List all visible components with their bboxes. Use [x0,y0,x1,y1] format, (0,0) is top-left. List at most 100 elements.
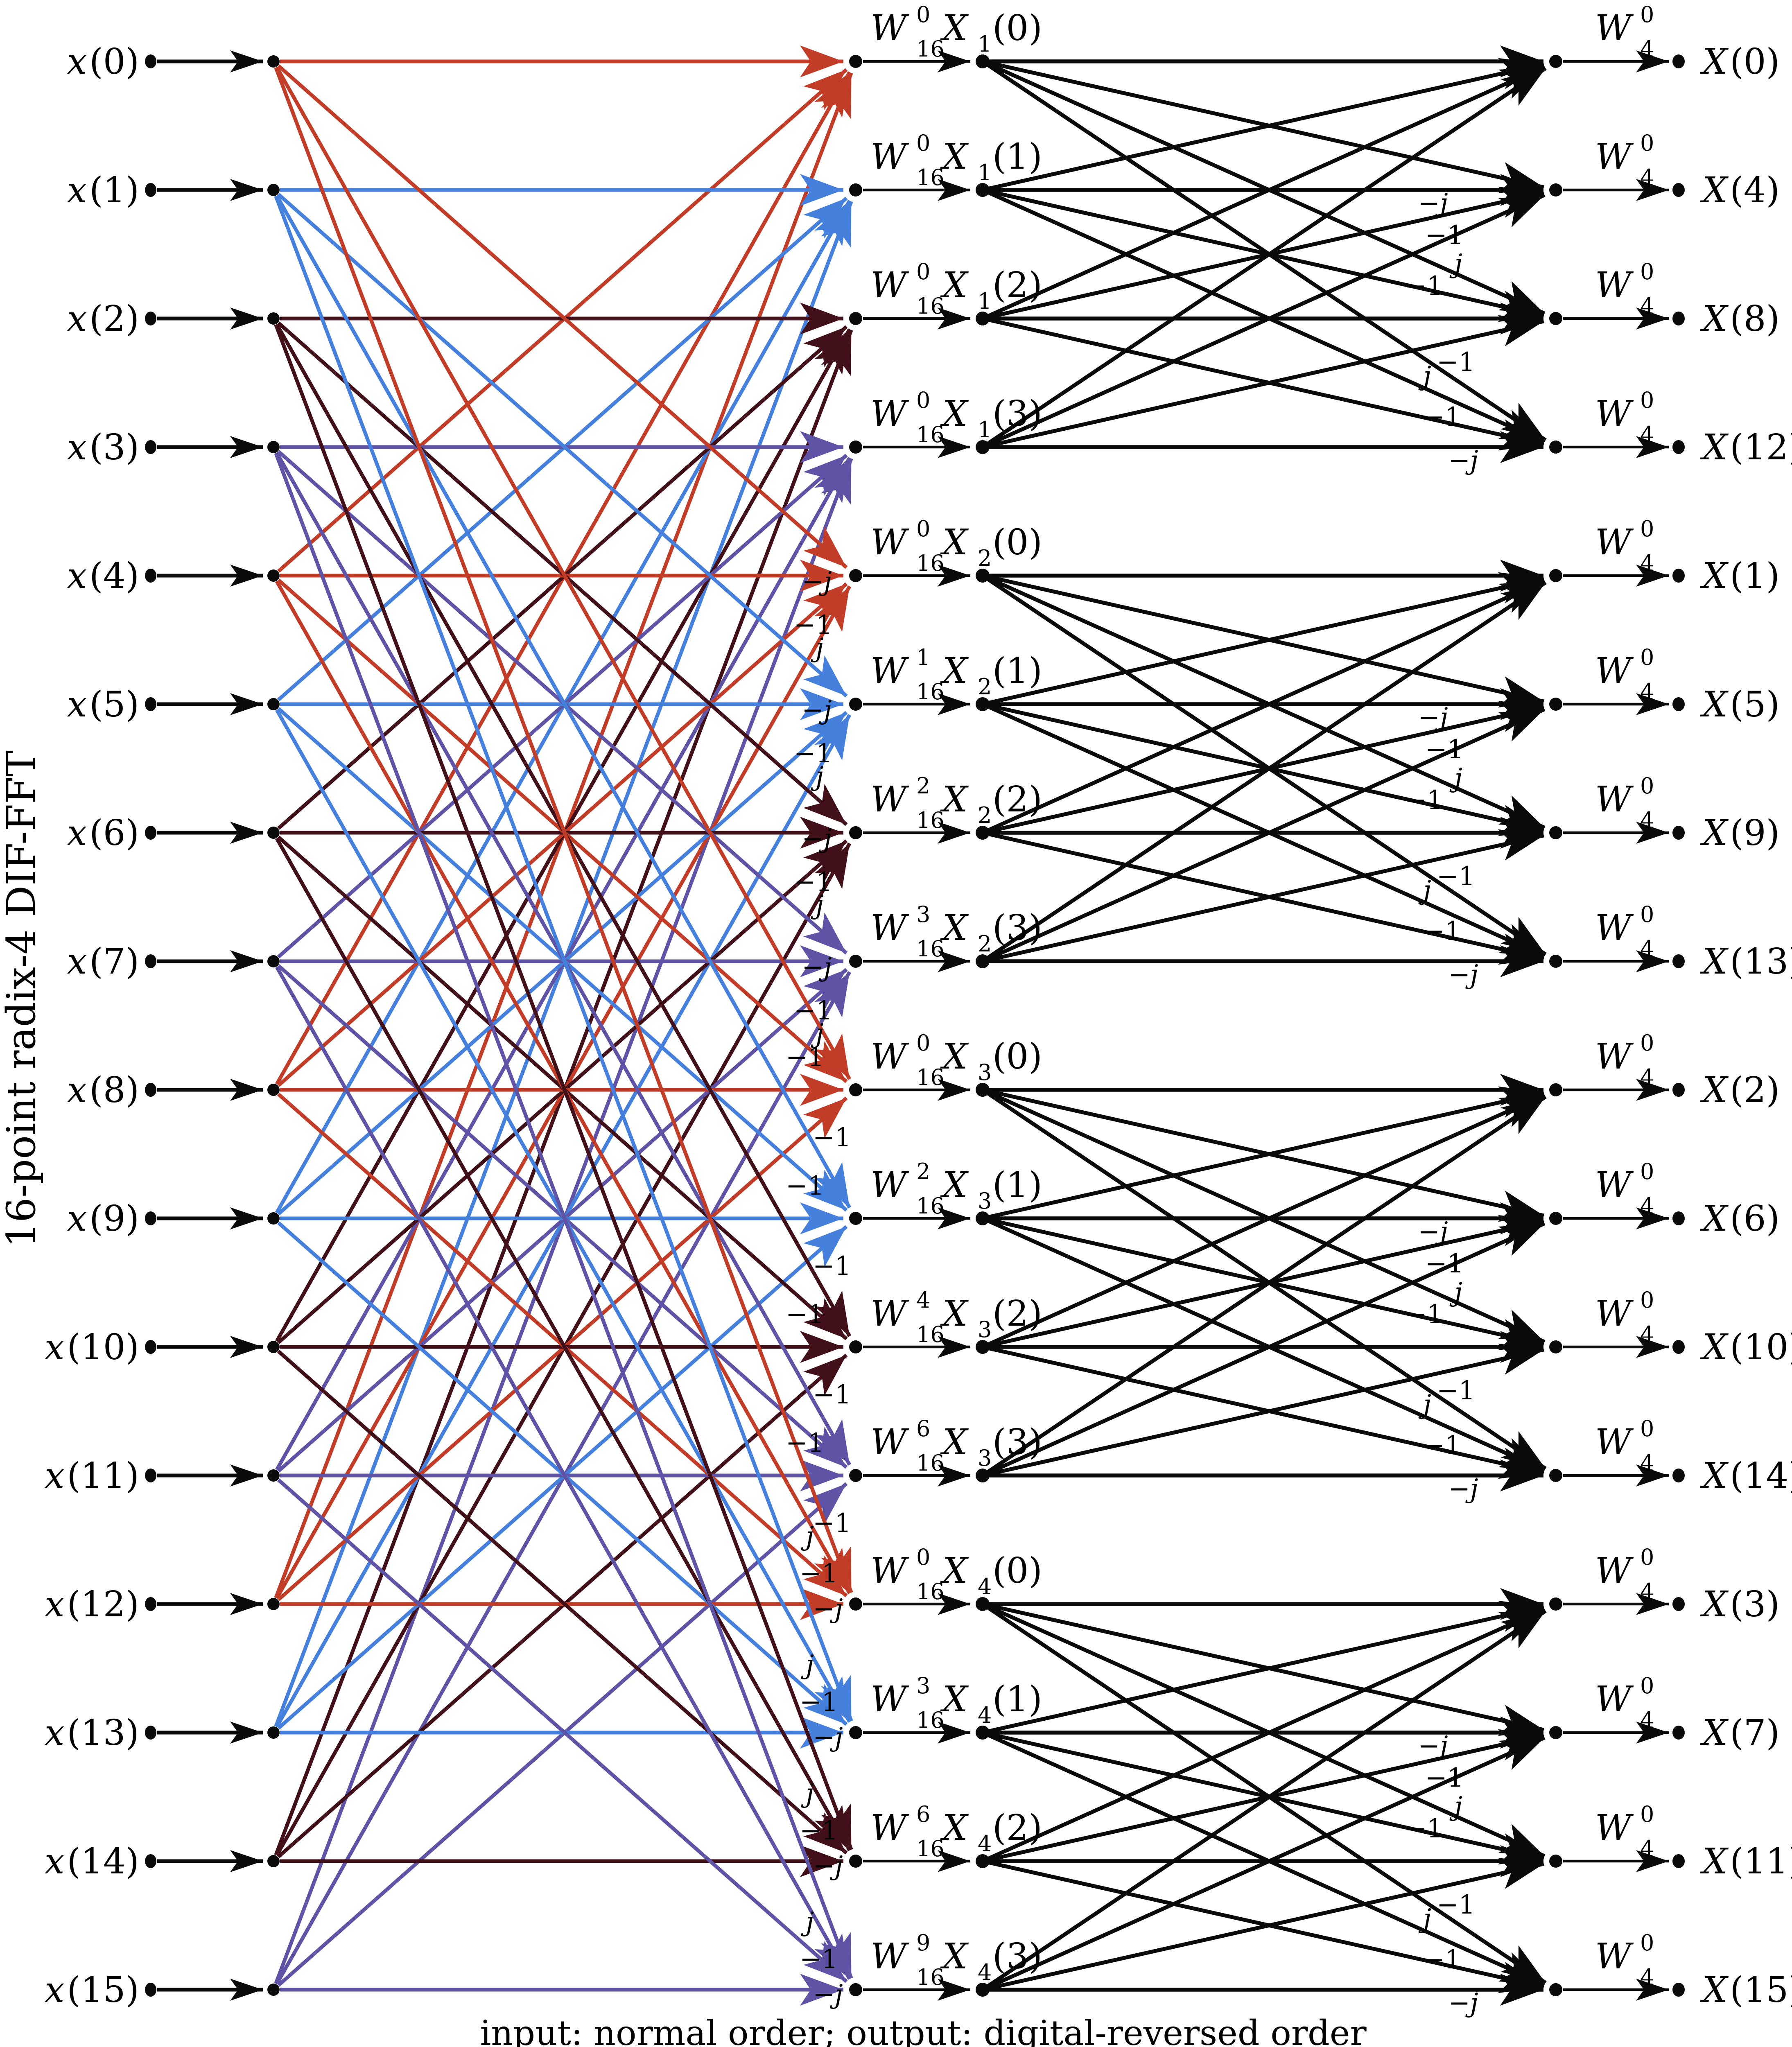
twiddle16-base: W [870,651,909,691]
twiddle16-base: W [870,1422,909,1463]
value-sub: 3 [978,1317,992,1342]
s1-edge [277,711,848,1216]
twiddle4-sub: 4 [1640,679,1654,705]
input-label: x(13) [45,1713,139,1753]
coeff-label: −1 [813,1123,851,1153]
stage1-source-node [267,1726,280,1739]
input-label: x(15) [45,1970,139,2011]
coeff-label: −1 [794,610,832,640]
twiddle4-base: W [1595,1036,1634,1077]
value-arg: (0) [992,1550,1042,1591]
input-label: x(6) [67,813,139,854]
twiddle4-sup: 0 [1640,644,1654,670]
s2-edge [988,318,1544,451]
s1-edge [277,197,848,701]
s2-edge [988,1605,1546,1858]
coeff-label: −1 [800,1816,838,1846]
input-label: x(14) [45,1841,139,1882]
twiddle16-sub: 16 [916,1322,945,1347]
twiddle4-sub: 4 [1640,293,1654,319]
value-sub: 4 [978,1702,992,1728]
twiddle4-base: W [1595,1936,1634,1977]
output-dot [1672,697,1685,711]
value-base: X [940,1165,969,1206]
coeff-label: −1 [1437,1890,1475,1920]
value-arg: (3) [992,908,1042,949]
value-sub: 2 [978,674,992,700]
stage1-sum-node [849,1983,862,1996]
twiddle4-sub: 4 [1640,550,1654,576]
value-base: X [940,1422,969,1463]
coeff-label: j [1449,249,1462,279]
stage2-sum-node [1549,1855,1562,1868]
twiddle16-sup: 6 [916,1416,930,1441]
value-arg: (2) [992,779,1042,820]
value-sub: 2 [978,545,992,571]
twiddle4-sub: 4 [1640,1707,1654,1733]
stage1-source-node [267,1084,280,1096]
s1-edge [277,193,848,698]
stage2-source-node [976,440,990,454]
coeff-label: −j [1418,703,1448,733]
twiddle4-sup: 0 [1640,130,1654,156]
s1-edge [277,968,848,1473]
coeff-label: −1 [1405,1814,1443,1844]
twiddle16-sup: 9 [916,1930,930,1956]
coeff-label: −j [1418,188,1448,219]
value-arg: (0) [992,1036,1042,1077]
s2-edge [988,61,1544,194]
stage1-source-node [267,55,280,68]
stage2-source-node [976,1340,990,1354]
output-label: X(15) [1700,1970,1792,2011]
stage2-source-node [976,1083,990,1097]
stage2-sum-node [1549,55,1562,68]
nodes-layer [145,54,1685,1997]
value-base: X [940,136,969,177]
twiddle4-sub: 4 [1640,422,1654,447]
coeff-label: −j [802,567,832,597]
s2-edge [987,63,1547,442]
twiddle4-sup: 0 [1640,773,1654,799]
value-base: X [940,393,969,434]
coeff-label: −1 [800,1687,838,1717]
twiddle16-base: W [870,908,909,949]
twiddle16-sup: 0 [916,259,930,285]
twiddle16-sub: 16 [916,422,945,447]
value-arg: (1) [992,651,1042,691]
left-title: 16-point radix-4 DIF-FFT [0,750,44,1247]
twiddle16-sub: 16 [916,1193,945,1219]
coeff-label: −j [1448,445,1478,476]
stage1-sum-node [849,183,862,197]
value-sub: 2 [978,931,992,957]
twiddle16-base: W [870,8,909,49]
value-base: X [940,1293,969,1334]
twiddle16-sub: 16 [916,807,945,833]
value-arg: (2) [992,1293,1042,1334]
stage1-sum-node [849,1340,862,1353]
s1-edge [277,1350,848,1855]
twiddle16-sup: 3 [916,1673,930,1699]
s1-edge [275,837,852,1852]
input-label: x(7) [67,941,139,982]
twiddle16-sub: 16 [916,1579,945,1604]
twiddle4-base: W [1595,908,1634,949]
input-dot [145,312,156,325]
twiddle4-sup: 0 [1640,1030,1654,1056]
value-arg: (1) [992,136,1042,177]
output-dot [1672,1211,1685,1225]
twiddle16-sub: 16 [916,1836,945,1862]
output-label: X(1) [1700,556,1780,596]
twiddle16-sub: 16 [916,1964,945,1990]
twiddle16-sub: 16 [916,36,945,62]
input-dot [145,440,156,454]
stage2-sum-node [1549,1083,1562,1096]
twiddle4-base: W [1595,1808,1634,1848]
input-dot [145,183,156,197]
output-dot [1672,440,1685,454]
twiddle16-base: W [870,1936,909,1977]
coeff-label: −1 [794,867,832,897]
stage2-sum-node [1549,1212,1562,1225]
output-dot [1672,954,1685,968]
s2-edge [988,1089,1544,1222]
twiddle16-base: W [870,393,909,434]
